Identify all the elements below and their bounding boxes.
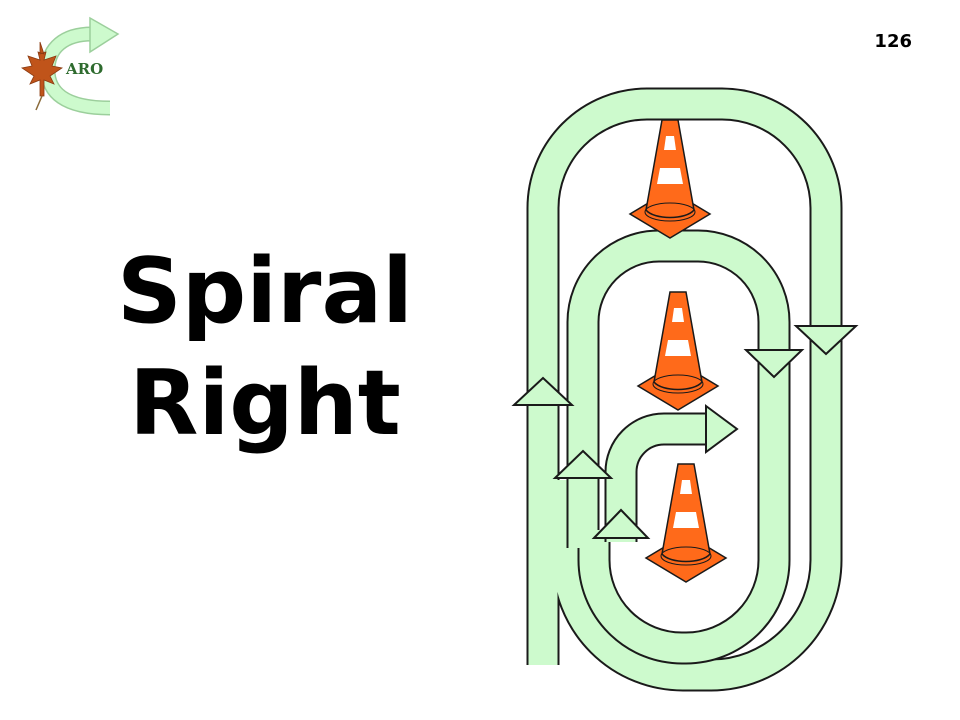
arrowhead-inner-right bbox=[705, 404, 739, 454]
traffic-cone-icon bbox=[637, 291, 719, 411]
arrowhead-outer-down bbox=[793, 325, 859, 356]
maple-leaf-icon bbox=[20, 41, 64, 111]
title-line-2: Right bbox=[129, 351, 401, 456]
slide-title: Spiral Right bbox=[95, 236, 435, 460]
arrowhead-middle-up bbox=[552, 449, 614, 479]
page-number: 126 bbox=[874, 31, 912, 52]
traffic-cone-icon bbox=[645, 463, 727, 583]
title-line-1: Spiral bbox=[116, 239, 414, 344]
middle-lane bbox=[566, 229, 791, 665]
arrowhead-middle-down bbox=[743, 349, 805, 379]
arrowhead-inner-up bbox=[591, 508, 651, 539]
spiral-right-diagram bbox=[500, 60, 860, 692]
spiral-path-graphic bbox=[511, 87, 859, 692]
outer-lane bbox=[526, 87, 843, 692]
aro-logo: ARO bbox=[14, 12, 126, 116]
logo-graphic: ARO bbox=[20, 16, 120, 116]
logo-text: ARO bbox=[65, 60, 103, 78]
traffic-cone-icon bbox=[629, 119, 711, 239]
inner-lane bbox=[604, 412, 712, 542]
arrowhead-outer-up bbox=[511, 376, 575, 406]
